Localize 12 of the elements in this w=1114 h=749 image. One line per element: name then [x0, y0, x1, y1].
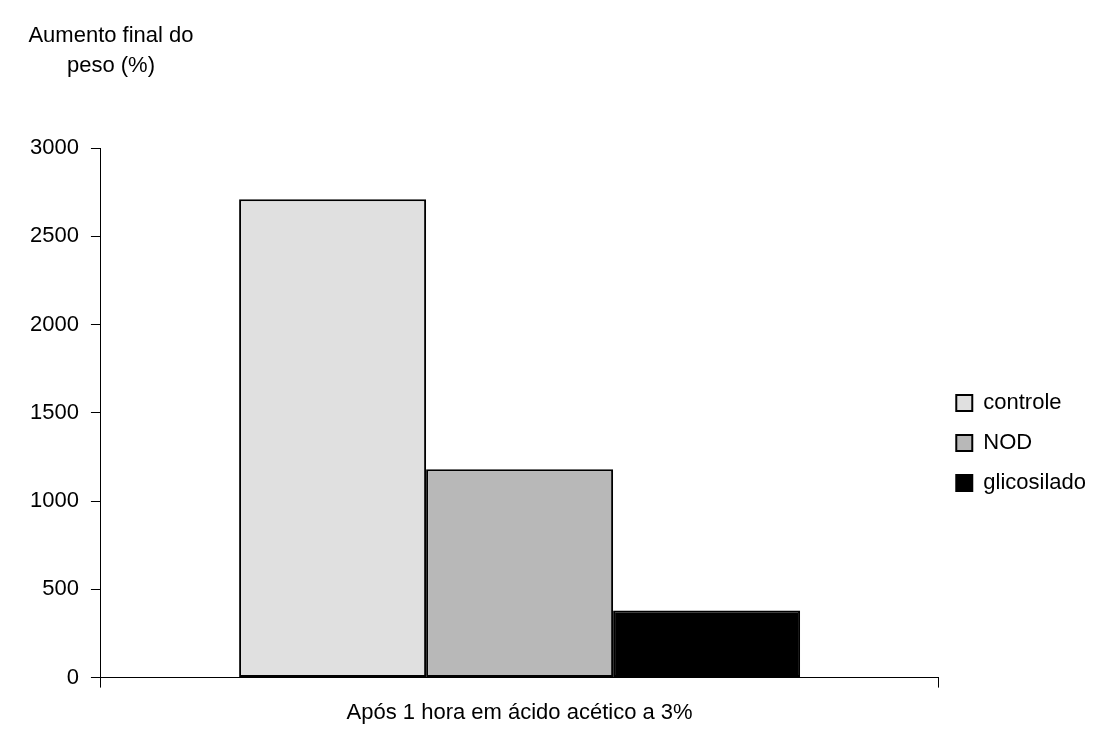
y-tick-label: 2500 — [29, 222, 79, 248]
y-tick-label: 500 — [42, 575, 79, 601]
y-tick-label: 1000 — [29, 487, 79, 513]
y-tick-label: 1500 — [29, 398, 79, 424]
legend-label: NOD — [983, 429, 1033, 455]
legend-label: glicosilado — [983, 469, 1087, 495]
x-tick-label: Após 1 hora em ácido acético a 3% — [346, 698, 693, 724]
y-tick-label: 0 — [66, 663, 79, 689]
y-tick-label: 2000 — [29, 310, 79, 336]
y-axis-title: Aumento final do peso (%) — [27, 21, 195, 79]
legend-label: controle — [983, 389, 1062, 415]
y-tick-label: 3000 — [29, 134, 79, 160]
